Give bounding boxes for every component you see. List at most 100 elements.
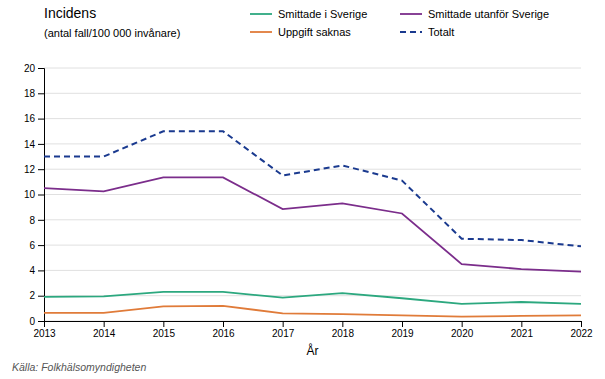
x-tick: 2021 xyxy=(511,321,534,339)
x-tick-label: 2022 xyxy=(570,328,593,339)
subtitle: (antal fall/100 000 invånare) xyxy=(44,27,180,39)
y-tick-label: 10 xyxy=(24,189,36,200)
x-tick: 2019 xyxy=(391,321,414,339)
x-tick: 2014 xyxy=(93,321,116,339)
y-tick: 20 xyxy=(24,63,44,74)
y-tick-label: 18 xyxy=(24,88,36,99)
lines xyxy=(44,131,581,316)
legend-label: Smittade utanför Sverige xyxy=(428,8,549,20)
y-tick-label: 8 xyxy=(29,215,35,226)
grid-line xyxy=(44,68,581,69)
x-tick-label: 2015 xyxy=(153,328,176,339)
grid-line xyxy=(44,143,581,144)
y-tick-mark xyxy=(38,321,44,322)
y-tick: 4 xyxy=(29,265,44,276)
x-tick-label: 2019 xyxy=(391,328,414,339)
y-tick-mark xyxy=(38,296,44,297)
y-tick-mark xyxy=(38,245,44,246)
legend-label: Uppgift saknas xyxy=(278,26,351,38)
x-tick-label: 2017 xyxy=(272,328,295,339)
y-axis: 0 2 4 6 8 10 12 14 16 18 20 xyxy=(24,63,45,327)
x-tick-mark xyxy=(521,321,522,327)
x-tick-label: 2018 xyxy=(332,328,355,339)
legend-swatch xyxy=(400,13,422,15)
y-tick-mark xyxy=(38,93,44,94)
y-tick: 0 xyxy=(29,316,44,327)
grid-line xyxy=(44,219,581,220)
x-tick-mark xyxy=(342,321,343,327)
title: Incidens xyxy=(44,5,96,21)
legend-item: Smittade i Sverige xyxy=(250,8,367,20)
y-tick-label: 16 xyxy=(24,113,36,124)
x-axis-label: År xyxy=(307,343,319,358)
grid-line xyxy=(44,93,581,94)
x-axis-line xyxy=(45,322,582,328)
x-tick-label: 2021 xyxy=(511,328,534,339)
y-tick: 10 xyxy=(24,189,44,200)
chart-svg: 2013201420152016201720182019202020212022… xyxy=(0,0,605,379)
series-line xyxy=(44,292,581,304)
y-tick-mark xyxy=(38,270,44,271)
y-tick: 6 xyxy=(29,240,44,251)
legend-label: Totalt xyxy=(428,26,454,38)
source-note: Källa: Folkhälsomyndigheten xyxy=(12,361,146,373)
y-axis-line xyxy=(38,69,45,322)
y-tick: 14 xyxy=(24,139,44,150)
y-tick: 16 xyxy=(24,113,44,124)
x-axis: 2013 2014 2015 2016 2017 2018 2019 2020 2021 2022 xyxy=(33,321,593,339)
x-tick: 2018 xyxy=(332,321,355,339)
x-tick-mark xyxy=(581,321,582,327)
legend-swatch xyxy=(250,31,272,33)
x-tick-label: 2013 xyxy=(33,328,56,339)
y-tick-mark xyxy=(38,195,44,196)
y-tick-mark xyxy=(38,169,44,170)
y-tick-label: 20 xyxy=(24,63,36,74)
grid-line xyxy=(44,245,581,246)
y-tick: 18 xyxy=(24,88,44,99)
y-tick-label: 0 xyxy=(29,316,35,327)
grid-line xyxy=(44,194,581,195)
legend-item: Uppgift saknas xyxy=(250,26,351,38)
grid-line xyxy=(44,169,581,170)
x-tick: 2013 xyxy=(33,321,56,339)
y-tick: 2 xyxy=(29,290,44,301)
plot-area: 2013201420152016201720182019202020212022… xyxy=(24,63,593,358)
legend-item: Totalt xyxy=(400,26,454,38)
x-tick-mark xyxy=(104,321,105,327)
y-tick-mark xyxy=(38,68,44,69)
y-tick-label: 4 xyxy=(29,265,35,276)
x-tick-label: 2014 xyxy=(93,328,116,339)
series-line xyxy=(44,177,581,271)
y-tick-mark xyxy=(38,220,44,221)
y-tick-label: 2 xyxy=(29,290,35,301)
grid-line xyxy=(44,270,581,271)
x-tick-mark xyxy=(462,321,463,327)
x-tick-mark xyxy=(402,321,403,327)
x-tick: 2022 xyxy=(570,321,593,339)
grid xyxy=(44,68,581,321)
y-tick-label: 6 xyxy=(29,240,35,251)
legend: Smittade i Sverige Smittade utanför Sveri… xyxy=(250,8,549,38)
y-tick-mark xyxy=(38,119,44,120)
grid-line xyxy=(44,118,581,119)
series-line xyxy=(44,306,581,317)
x-tick: 2020 xyxy=(451,321,474,339)
x-tick-label: 2020 xyxy=(451,328,474,339)
x-tick: 2015 xyxy=(153,321,176,339)
legend-item: Smittade utanför Sverige xyxy=(400,8,549,20)
x-tick-mark xyxy=(163,321,164,327)
y-tick: 8 xyxy=(29,215,44,226)
legend-swatch xyxy=(250,13,272,15)
x-tick-mark xyxy=(223,321,224,327)
x-tick: 2017 xyxy=(272,321,295,339)
x-tick-label: 2016 xyxy=(212,328,235,339)
legend-label: Smittade i Sverige xyxy=(278,8,367,20)
series-line xyxy=(44,131,581,246)
x-tick: 2016 xyxy=(212,321,235,339)
y-tick-mark xyxy=(38,144,44,145)
chart-container: 2013201420152016201720182019202020212022… xyxy=(0,0,605,379)
x-tick-mark xyxy=(283,321,284,327)
y-tick-label: 14 xyxy=(24,139,36,150)
y-tick-label: 12 xyxy=(24,164,36,175)
y-tick: 12 xyxy=(24,164,44,175)
